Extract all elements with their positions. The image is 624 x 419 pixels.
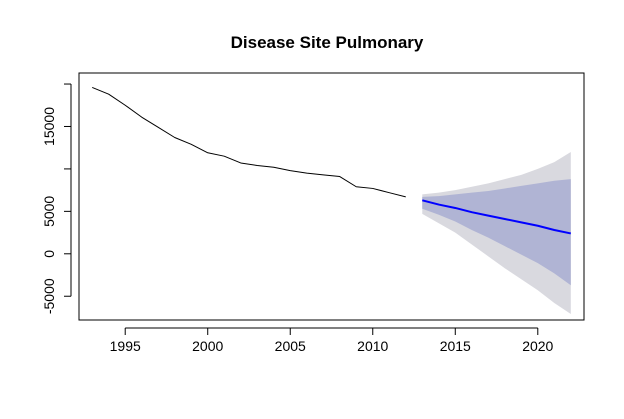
forecast-line (422, 199, 572, 235)
x-tick-label: 1995 (110, 338, 141, 354)
plot-area-frame (78, 72, 585, 321)
y-tick-label: 0 (41, 250, 57, 258)
series-lines (92, 86, 572, 235)
interval-band-inner (422, 179, 571, 286)
observed-line (92, 86, 406, 198)
prediction-intervals (422, 151, 571, 315)
x-tick-label: 2000 (192, 338, 223, 354)
x-axis: 1995 2000 2005 2010 2015 2020 (110, 327, 554, 354)
y-axis: -5000 0 5000 15000 (41, 83, 72, 314)
y-tick-label: -5000 (41, 278, 57, 314)
x-tick-label: 2015 (440, 338, 471, 354)
chart-title: Disease Site Pulmonary (231, 33, 424, 52)
x-tick-label: 2020 (522, 338, 553, 354)
x-tick-label: 2005 (275, 338, 306, 354)
y-tick-label: 15000 (41, 107, 57, 146)
y-tick-label: 5000 (41, 196, 57, 227)
x-tick-label: 2010 (357, 338, 388, 354)
